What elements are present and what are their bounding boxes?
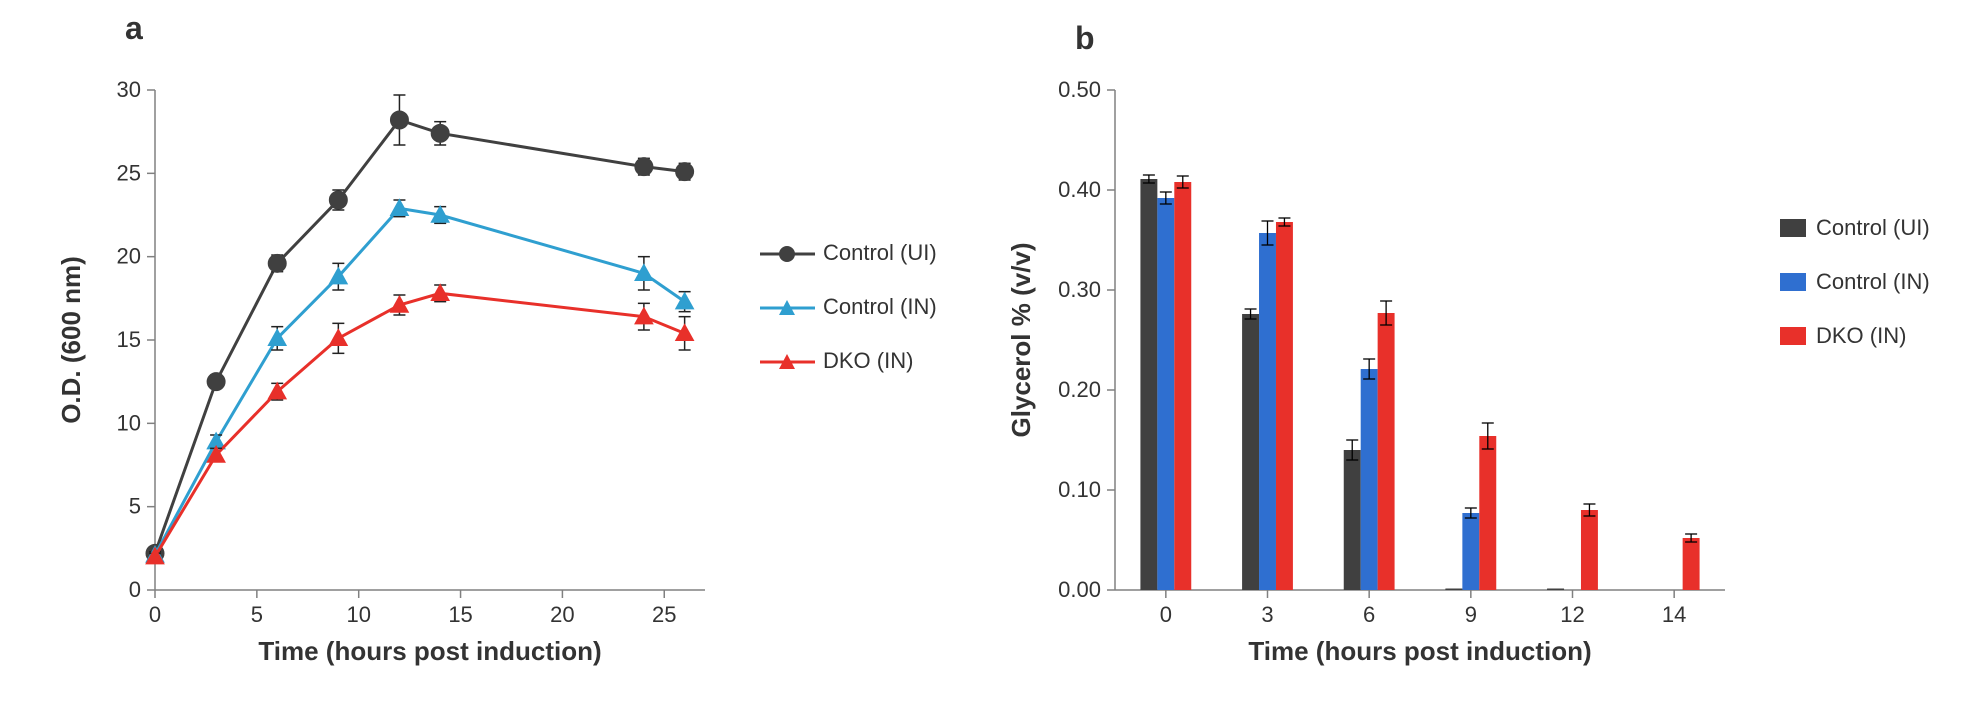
panel-b-chart: 0.00 0.10 0.20 0.30 0.40 0.50 0 3 6 9 12 14 Glycerol… <box>990 60 1760 700</box>
legend-item: Control (IN) <box>760 294 937 320</box>
legend-item: DKO (IN) <box>1780 323 1930 349</box>
panel-b-legend: Control (UI) Control (IN) DKO (IN) <box>1780 215 1930 377</box>
legend-label: Control (IN) <box>823 294 937 320</box>
svg-text:3: 3 <box>1261 602 1273 627</box>
svg-text:0.00: 0.00 <box>1058 577 1101 602</box>
svg-text:6: 6 <box>1363 602 1375 627</box>
svg-text:O.D. (600 nm): O.D. (600 nm) <box>56 256 86 424</box>
svg-text:Glycerol % (v/v): Glycerol % (v/v) <box>1006 242 1036 437</box>
legend-label: DKO (IN) <box>1816 323 1906 349</box>
svg-text:25: 25 <box>652 602 676 627</box>
svg-text:30: 30 <box>117 77 141 102</box>
svg-text:0.10: 0.10 <box>1058 477 1101 502</box>
svg-text:20: 20 <box>550 602 574 627</box>
legend-label: Control (IN) <box>1816 269 1930 295</box>
legend-item: DKO (IN) <box>760 348 937 374</box>
svg-text:0.20: 0.20 <box>1058 377 1101 402</box>
svg-text:0.30: 0.30 <box>1058 277 1101 302</box>
svg-text:20: 20 <box>117 244 141 269</box>
panel-a-legend: Control (UI) Control (IN) DKO (IN) <box>760 240 937 402</box>
svg-text:0: 0 <box>149 602 161 627</box>
legend-item: Control (IN) <box>1780 269 1930 295</box>
legend-swatch <box>1780 327 1806 345</box>
svg-text:0: 0 <box>129 577 141 602</box>
svg-text:5: 5 <box>251 602 263 627</box>
legend-item: Control (UI) <box>1780 215 1930 241</box>
figure-container: { "panel_a": { "label": "a", "label_font… <box>0 0 1961 720</box>
svg-text:14: 14 <box>1662 602 1686 627</box>
svg-text:5: 5 <box>129 494 141 519</box>
svg-text:9: 9 <box>1465 602 1477 627</box>
svg-text:0: 0 <box>1160 602 1172 627</box>
svg-text:10: 10 <box>117 410 141 435</box>
legend-label: Control (UI) <box>823 240 937 266</box>
svg-text:25: 25 <box>117 160 141 185</box>
svg-text:15: 15 <box>448 602 472 627</box>
panel-b-label: b <box>1075 20 1095 57</box>
legend-item: Control (UI) <box>760 240 937 266</box>
panel-a-chart: 0 5 10 15 20 25 30 0 5 10 15 20 25 O.D. (600 nm) Time … <box>40 60 740 700</box>
svg-text:10: 10 <box>346 602 370 627</box>
svg-text:Time (hours post induction): Time (hours post induction) <box>1248 636 1591 666</box>
legend-label: DKO (IN) <box>823 348 913 374</box>
svg-text:15: 15 <box>117 327 141 352</box>
svg-text:Time (hours post induction): Time (hours post induction) <box>258 636 601 666</box>
legend-label: Control (UI) <box>1816 215 1930 241</box>
legend-swatch <box>1780 273 1806 291</box>
svg-text:12: 12 <box>1560 602 1584 627</box>
panel-a-label: a <box>125 10 143 47</box>
svg-text:0.40: 0.40 <box>1058 177 1101 202</box>
legend-swatch <box>1780 219 1806 237</box>
svg-text:0.50: 0.50 <box>1058 77 1101 102</box>
